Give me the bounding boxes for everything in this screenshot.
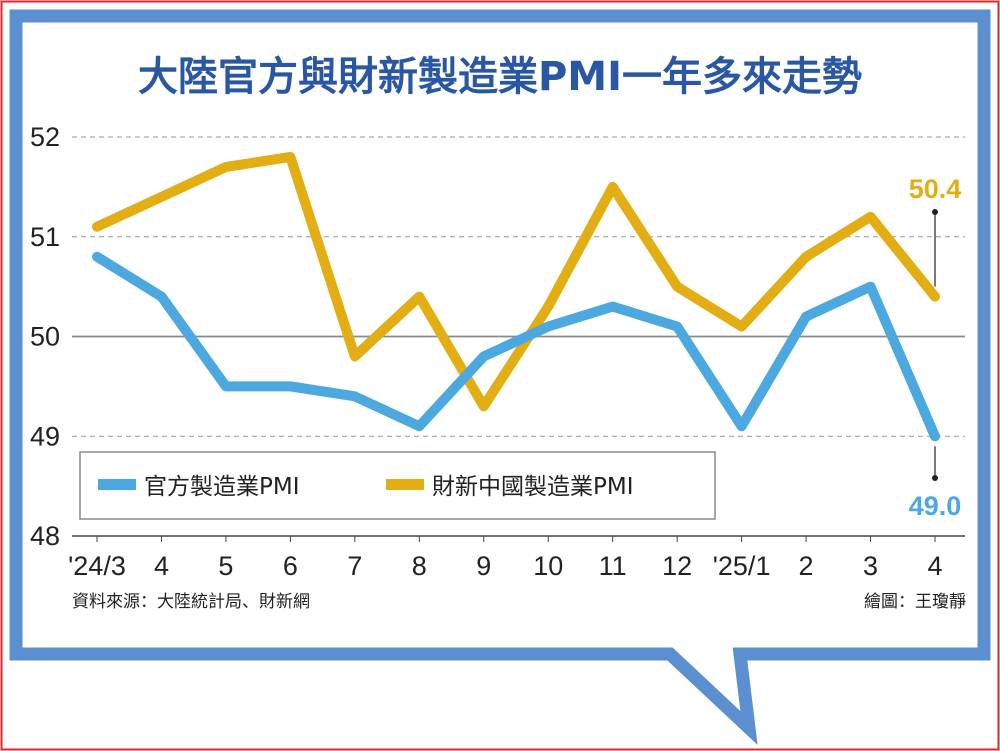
x-tick-label: '25/1 — [713, 551, 771, 581]
y-tick-label: 49 — [30, 421, 60, 451]
x-tick-label: 10 — [533, 551, 563, 581]
callout-label-official: 49.0 — [909, 491, 962, 521]
series-layer — [92, 151, 940, 442]
x-tick-label: 5 — [218, 551, 233, 581]
callout-dot-caixin — [932, 209, 938, 215]
x-tick-label: 4 — [927, 551, 942, 581]
y-tick-label: 48 — [30, 521, 60, 551]
callout-label-caixin: 50.4 — [909, 174, 962, 204]
legend-label-caixin: 財新中國製造業PMI — [432, 474, 634, 500]
y-tick-label: 50 — [30, 322, 60, 352]
x-tick-label: 6 — [283, 551, 298, 581]
legend: 官方製造業PMI 財新中國製造業PMI — [79, 451, 716, 520]
callout-layer: 50.4 49.0 — [909, 174, 962, 521]
credit-note: 繪圖：王瓊靜 — [864, 592, 966, 612]
chart-title: 大陸官方與財新製造業PMI一年多來走勢 — [138, 54, 862, 100]
y-tick-label: 51 — [30, 222, 60, 252]
series-line-official — [92, 251, 940, 442]
legend-swatch-official — [98, 479, 136, 490]
x-tick-label: 9 — [476, 551, 491, 581]
series-line-caixin — [92, 151, 940, 412]
x-tick-label: 7 — [347, 551, 362, 581]
x-tick-label: '24/3 — [68, 551, 126, 581]
x-tick-label: 11 — [599, 551, 627, 581]
legend-label-official: 官方製造業PMI — [144, 474, 300, 500]
x-tick-label: 4 — [154, 551, 169, 581]
x-tick-label: 3 — [863, 551, 878, 581]
x-tick-label: 8 — [412, 551, 427, 581]
x-tick-label: 12 — [662, 551, 692, 581]
legend-swatch-caixin — [386, 479, 424, 490]
x-tick-label: 2 — [799, 551, 814, 581]
y-axis-ticks: 52 51 50 49 48 — [30, 122, 60, 551]
x-axis-ticks: '24/3 4 5 6 7 8 9 10 11 12 '25/1 2 3 4 — [68, 536, 943, 581]
callout-dot-official — [932, 475, 938, 481]
source-note: 資料來源：大陸統計局、財新網 — [72, 592, 310, 612]
y-tick-label: 52 — [30, 122, 60, 152]
